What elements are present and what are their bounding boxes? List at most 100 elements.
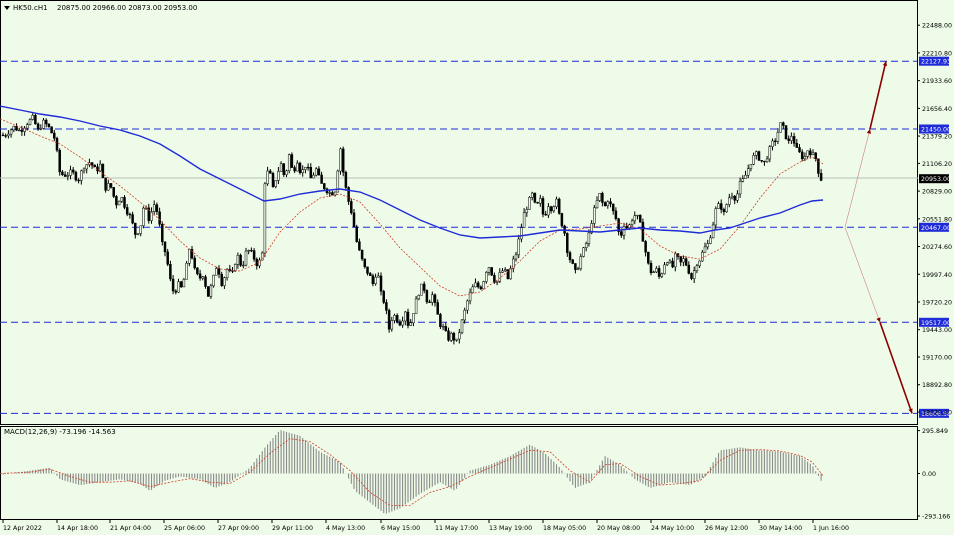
candle-body xyxy=(682,258,685,263)
time-tick-label: 29 Apr 11:00 xyxy=(272,525,313,532)
candle-body xyxy=(215,268,218,276)
candle-body xyxy=(776,132,780,142)
candle-body xyxy=(158,211,161,225)
candle-body xyxy=(98,163,102,172)
candle-body xyxy=(625,226,628,229)
candle-body xyxy=(274,180,277,187)
candle-body xyxy=(401,320,404,326)
candle-body xyxy=(725,204,728,213)
candle-body xyxy=(730,195,734,199)
candle-body xyxy=(414,298,418,314)
candle-body xyxy=(717,203,720,209)
candle-body xyxy=(47,123,51,128)
candle-body xyxy=(206,286,210,297)
candle-body xyxy=(549,206,553,212)
macd-signal-line xyxy=(0,438,824,506)
level-price-badge xyxy=(919,408,949,418)
candle-body xyxy=(23,127,26,132)
candle-body xyxy=(819,173,823,181)
projection-up-arrow-head xyxy=(882,61,888,67)
candle-body xyxy=(188,249,191,264)
candle-body xyxy=(728,197,731,205)
candle-body xyxy=(503,269,507,272)
candle-body xyxy=(368,273,372,276)
symbol-menu-icon[interactable] xyxy=(4,6,10,10)
candle-body xyxy=(638,214,642,223)
candle-body xyxy=(244,250,248,266)
candle-body xyxy=(593,207,596,224)
candle-body xyxy=(55,137,59,151)
candle-body xyxy=(387,310,391,330)
candle-body xyxy=(77,179,80,182)
candle-body xyxy=(171,278,175,292)
candle-body xyxy=(690,273,693,279)
candle-body xyxy=(579,256,583,269)
level-price-label: 22127.93 xyxy=(921,59,951,66)
candle-body xyxy=(128,213,132,216)
candle-body xyxy=(104,177,107,191)
candle-body xyxy=(182,279,186,288)
candle-body xyxy=(412,313,415,324)
level-price-label: 19517.00 xyxy=(921,320,951,327)
candle-body xyxy=(336,170,340,193)
candle-body xyxy=(93,165,97,168)
price-tick-label: 19720.20 xyxy=(922,299,952,306)
candle-body xyxy=(458,332,461,340)
candle-body xyxy=(433,294,437,303)
price-tick-label: 21656.40 xyxy=(922,106,952,113)
level-price-label: 18606.58 xyxy=(921,411,951,418)
candle-body xyxy=(331,192,334,196)
candle-body xyxy=(655,268,658,273)
candle-body xyxy=(293,167,296,172)
time-tick-label: 20 May 08:00 xyxy=(597,525,640,532)
projection-down-arrow-head xyxy=(908,408,913,414)
candle-body xyxy=(131,214,134,224)
candle-body xyxy=(115,196,118,206)
ohlc-label: 20875.00 20966.00 20873.00 20953.00 xyxy=(57,4,197,12)
candle-body xyxy=(439,314,442,327)
candle-body xyxy=(420,283,423,296)
candle-body xyxy=(347,187,350,202)
candle-body xyxy=(449,332,453,341)
candle-body xyxy=(544,213,547,216)
candle-body xyxy=(495,280,499,283)
macd-tick-label: 295.849 xyxy=(922,428,948,435)
candle-body xyxy=(757,151,761,161)
candle-body xyxy=(204,276,207,287)
candle-body xyxy=(533,192,537,203)
candle-body xyxy=(517,238,520,256)
candle-body xyxy=(301,169,304,173)
candle-body xyxy=(566,233,569,253)
candle-body xyxy=(711,224,715,239)
candle-body xyxy=(177,281,180,293)
candle-body xyxy=(217,268,221,275)
candle-body xyxy=(463,309,466,321)
price-tick-label: 19170.00 xyxy=(922,355,952,362)
candle-body xyxy=(603,202,607,207)
candle-body xyxy=(66,175,70,177)
candle-body xyxy=(117,200,121,206)
candle-body xyxy=(773,140,777,142)
candle-body xyxy=(622,226,626,236)
time-tick-label: 26 May 12:00 xyxy=(705,525,748,532)
candle-body xyxy=(800,151,804,160)
candle-body xyxy=(80,170,83,181)
candle-body xyxy=(190,249,194,259)
candle-body xyxy=(476,282,480,288)
candle-body xyxy=(771,140,774,147)
price-tick-label: 21106.20 xyxy=(922,161,952,168)
candle-body xyxy=(15,125,18,131)
candle-body xyxy=(803,156,807,160)
candle-body xyxy=(525,209,529,213)
candle-body xyxy=(271,173,275,187)
candle-body xyxy=(406,311,410,326)
candle-body xyxy=(809,150,812,156)
candle-body xyxy=(269,170,272,174)
candle-body xyxy=(4,135,7,137)
time-tick-label: 12 Apr 2022 xyxy=(3,525,42,532)
candle-body xyxy=(134,222,137,235)
candle-body xyxy=(193,257,196,269)
candle-body xyxy=(590,223,593,234)
candle-body xyxy=(382,290,385,303)
